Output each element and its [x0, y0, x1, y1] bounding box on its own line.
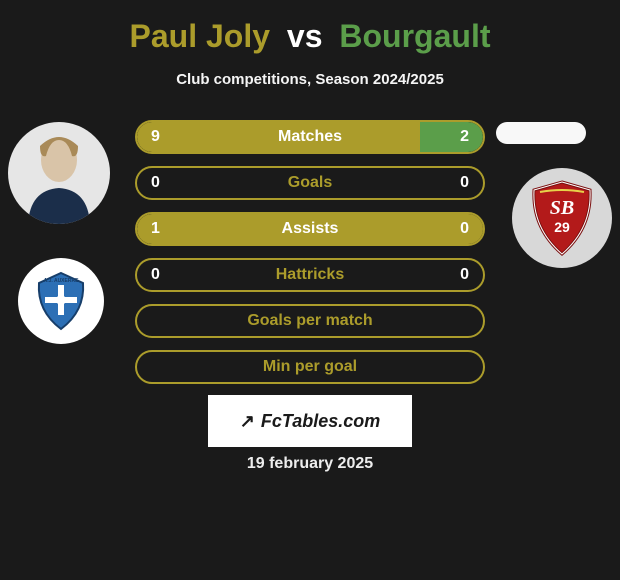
stat-value-right: 0	[460, 174, 469, 192]
stat-row: 9Matches2	[135, 120, 485, 154]
stat-row: 1Assists0	[135, 212, 485, 246]
player2-avatar-placeholder	[496, 122, 586, 144]
stat-label: Goals per match	[137, 312, 483, 330]
season-subtitle: Club competitions, Season 2024/2025	[15, 71, 605, 88]
brest-badge-icon: SB 29	[526, 178, 598, 258]
branding-label: FcTables.com	[261, 411, 380, 432]
stat-label: Goals	[137, 174, 483, 192]
stat-row: 0Goals0	[135, 166, 485, 200]
branding-box: ↗ FcTables.com	[208, 395, 412, 447]
stat-value-right: 0	[460, 266, 469, 284]
player1-avatar	[8, 122, 110, 224]
stat-label: Assists	[137, 220, 483, 238]
team2-badge: SB 29	[512, 168, 612, 268]
svg-text:29: 29	[554, 219, 570, 235]
player1-silhouette-icon	[20, 134, 98, 224]
stat-value-right: 0	[460, 220, 469, 238]
stat-row: Min per goal	[135, 350, 485, 384]
svg-text:SB: SB	[550, 197, 574, 219]
stat-value-right: 2	[460, 128, 469, 146]
stat-rows: 9Matches20Goals01Assists00Hattricks0Goal…	[135, 120, 485, 396]
vs-separator: vs	[287, 18, 323, 54]
player1-name: Paul Joly	[130, 18, 271, 54]
comparison-title: Paul Joly vs Bourgault	[15, 18, 605, 55]
svg-text:A.J. AUXERRE: A.J. AUXERRE	[44, 278, 79, 284]
stat-row: Goals per match	[135, 304, 485, 338]
footer-date: 19 february 2025	[0, 455, 620, 473]
stat-label: Hattricks	[137, 266, 483, 284]
stat-label: Matches	[137, 128, 483, 146]
stat-label: Min per goal	[137, 358, 483, 376]
player2-name: Bourgault	[339, 18, 490, 54]
auxerre-badge-icon: A.J. AUXERRE	[31, 271, 91, 331]
branding-arrow-icon: ↗	[240, 411, 255, 432]
team1-badge: A.J. AUXERRE	[18, 258, 104, 344]
stat-row: 0Hattricks0	[135, 258, 485, 292]
